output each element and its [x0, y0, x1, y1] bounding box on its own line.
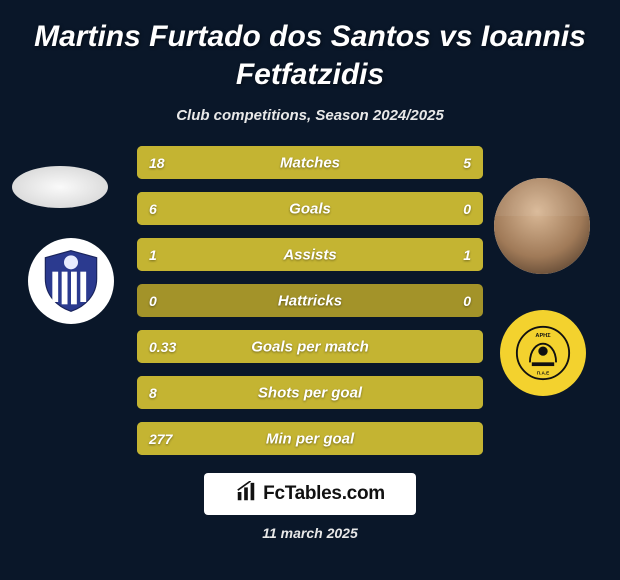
page-title: Martins Furtado dos Santos vs Ioannis Fe…	[0, 0, 620, 101]
stat-value-left: 8	[149, 385, 157, 401]
stat-row: 0 Hattricks 0	[137, 284, 483, 317]
stat-label: Hattricks	[278, 292, 342, 309]
player2-club-badge: ΑΡΗΣ Π.Α.Ε	[500, 310, 586, 396]
stat-fill-left	[137, 146, 407, 179]
bar-chart-icon	[235, 481, 257, 508]
stat-value-right: 1	[463, 247, 471, 263]
stat-label: Assists	[283, 246, 336, 263]
stat-value-left: 18	[149, 155, 165, 171]
svg-text:ΑΡΗΣ: ΑΡΗΣ	[535, 333, 551, 339]
stat-fill-right	[407, 146, 483, 179]
player2-avatar	[494, 178, 590, 274]
brand-text: FcTables.com	[263, 483, 385, 505]
stat-value-left: 0	[149, 293, 157, 309]
brand-badge[interactable]: FcTables.com	[204, 473, 416, 515]
stat-label: Min per goal	[266, 430, 354, 447]
stat-value-left: 6	[149, 201, 157, 217]
shield-icon	[36, 246, 106, 316]
stat-row: 277 Min per goal	[137, 422, 483, 455]
stat-value-left: 277	[149, 431, 172, 447]
stat-row: 1 Assists 1	[137, 238, 483, 271]
date-text: 11 march 2025	[0, 525, 620, 541]
stat-label: Matches	[280, 154, 340, 171]
stat-value-right: 0	[463, 293, 471, 309]
stat-value-left: 0.33	[149, 339, 176, 355]
stat-value-left: 1	[149, 247, 157, 263]
stat-row: 6 Goals 0	[137, 192, 483, 225]
face-icon	[494, 178, 590, 274]
player1-club-badge	[28, 238, 114, 324]
stat-label: Shots per goal	[258, 384, 362, 401]
stat-value-right: 0	[463, 201, 471, 217]
svg-text:Π.Α.Ε: Π.Α.Ε	[537, 370, 549, 375]
player1-avatar	[12, 166, 108, 208]
subtitle: Club competitions, Season 2024/2025	[0, 107, 620, 124]
stat-label: Goals per match	[251, 338, 369, 355]
crest-icon: ΑΡΗΣ Π.Α.Ε	[515, 325, 571, 381]
stat-label: Goals	[289, 200, 331, 217]
stat-row: 8 Shots per goal	[137, 376, 483, 409]
stat-row: 18 Matches 5	[137, 146, 483, 179]
stat-row: 0.33 Goals per match	[137, 330, 483, 363]
stat-value-right: 5	[463, 155, 471, 171]
